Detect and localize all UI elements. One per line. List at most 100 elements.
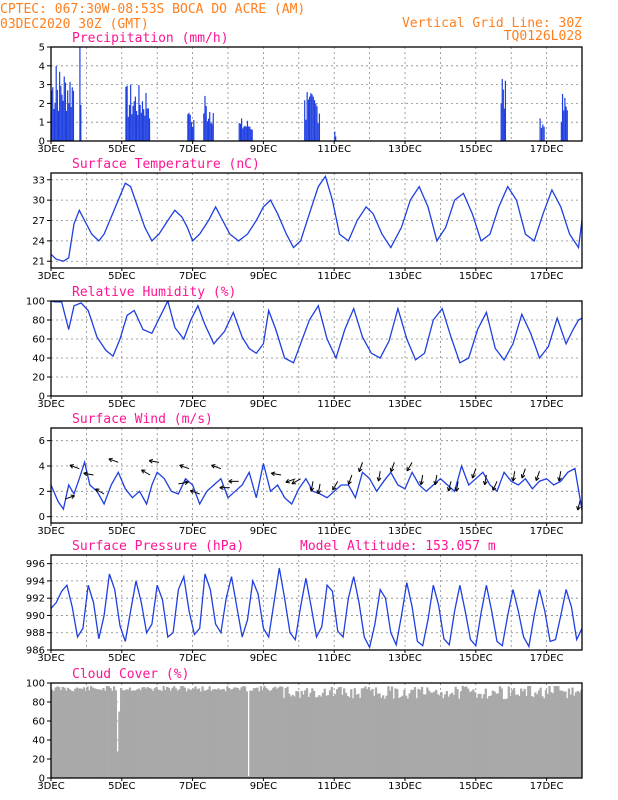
cloud-cover-bar [125,689,128,778]
cloud-cover-bar [79,688,82,778]
cloud-cover-bar [199,691,202,778]
cloud-cover-bar [445,691,448,778]
cloud-cover-bar [291,694,294,778]
humidity-xtick-label: 5DEC [108,399,135,410]
cloud-cover-bar [61,686,64,778]
humidity-ytick-label: 60 [32,335,45,346]
temperature-ytick-label: 27 [32,216,45,227]
wind-arrowhead [576,505,581,511]
precipitation-title: Precipitation (mm/h) [72,31,229,46]
wind-vector [108,458,119,463]
cloud-cover-bar [408,693,411,778]
wind-arrowhead [83,471,88,477]
cloud-cover-bar [217,688,220,778]
cloud-cover-bar [164,689,167,778]
cloud-cover-bar [438,695,441,778]
cloud-cover-bar [440,691,443,778]
wind-vector [83,472,94,476]
cloud-cover-bar [150,688,153,778]
cloud-cover-bar [176,690,179,778]
cloud-cover-bar [328,690,332,778]
precipitation-bar [566,110,568,141]
cloud-cover-bar [353,688,356,778]
precipitation-bar [143,109,145,141]
precipitation-bar [244,125,246,141]
cloud-cover-bar [243,686,247,778]
humidity-xtick-label: 13DEC [388,399,422,410]
wind-vector [492,481,498,491]
cloud-cover-bar [491,690,494,778]
cloud-cover-bar [567,688,571,778]
cloud-xtick-label: 15DEC [459,781,493,792]
wind-vector [348,474,353,485]
humidity-ytick-label: 0 [39,392,45,403]
cloud-cover-bar [468,691,471,778]
precipitation-bar [240,118,243,141]
humidity-ytick-label: 20 [32,373,45,384]
precipitation-bar [59,71,61,141]
cloud-cover-bar [256,687,259,778]
cloud-cover-bar [442,698,445,778]
wind-xtick-label: 7DEC [179,526,206,537]
wind-arrowhead [358,467,363,473]
cloud-cover-bar [555,686,558,778]
cloud-cover-bar [511,689,514,778]
cloud-cover-bar [224,691,227,778]
cloud-cover-bar [459,691,463,778]
cloud-cover-bar [197,688,201,778]
wind-vector [332,481,339,491]
precipitation-bar [69,81,71,141]
cloud-ytick-label: 20 [32,755,45,766]
temperature-xtick-label: 13DEC [388,271,422,282]
cloud-cover-bar [516,694,519,778]
precipitation-bar [316,106,318,141]
cloud-cover-bar [300,690,303,778]
precipitation-bar [318,113,321,141]
cloud-cover-bar [320,696,323,778]
cloud-cover-bar [410,689,413,778]
cloud-cover-bar [151,690,155,778]
cloud-cover-bar [351,698,355,778]
cloud-cover-bar [373,695,376,778]
precipitation-bar [543,126,545,141]
cloud-cover-bar [247,776,250,778]
cloud-cover-bar [357,693,360,778]
wind-arrowhead [389,467,395,473]
cloud-cover-bar [277,687,280,778]
panels: Precipitation (mm/h) 0 1 2 3 4 5 3DEC 5DEC 7DEC 9D… [26,31,583,792]
cloud-cover-bar [261,690,264,778]
cloud-cover-bar [364,686,367,778]
cloud-cover-bar [275,688,279,778]
cloud-cover-bar [233,687,236,778]
model-code: TQ0126L028 [504,29,582,44]
wind-xtick-label: 11DEC [317,526,351,537]
precipitation-bar [251,129,253,141]
temperature-xtick-label: 5DEC [108,271,135,282]
cloud-ytick-label: 0 [39,774,45,785]
cloud-cover-bar [196,689,199,778]
wind-ytick-label: 6 [39,436,45,447]
humidity-frame [50,300,583,397]
cloud-cover-bar [127,689,130,778]
cloud-cover-bar [413,687,417,778]
precipitation-bar [238,123,240,141]
cloud-cover-bar [93,688,96,778]
cloud-cover-bar [541,696,544,778]
cloud-cover-bar [502,699,505,778]
cloud-cover-bar [231,688,234,778]
precipitation-bar [126,85,128,141]
cloud-cover-bar [258,691,261,778]
wind-vector [141,469,151,476]
precipitation-bar [203,113,205,141]
cloud-cover-bar [497,693,500,778]
cloud-cover-bar [557,686,560,778]
temperature-frame [50,172,583,269]
precipitation-bar [312,96,314,141]
cloud-cover-bar [477,693,480,778]
cloud-cover-bar [514,694,518,778]
cloud-cover-bar [509,695,512,778]
cloud-cover-bar [236,688,240,778]
cloud-cover-bar [178,689,181,778]
cloud-cover-bar [116,751,119,778]
precipitation-bar [212,113,214,141]
